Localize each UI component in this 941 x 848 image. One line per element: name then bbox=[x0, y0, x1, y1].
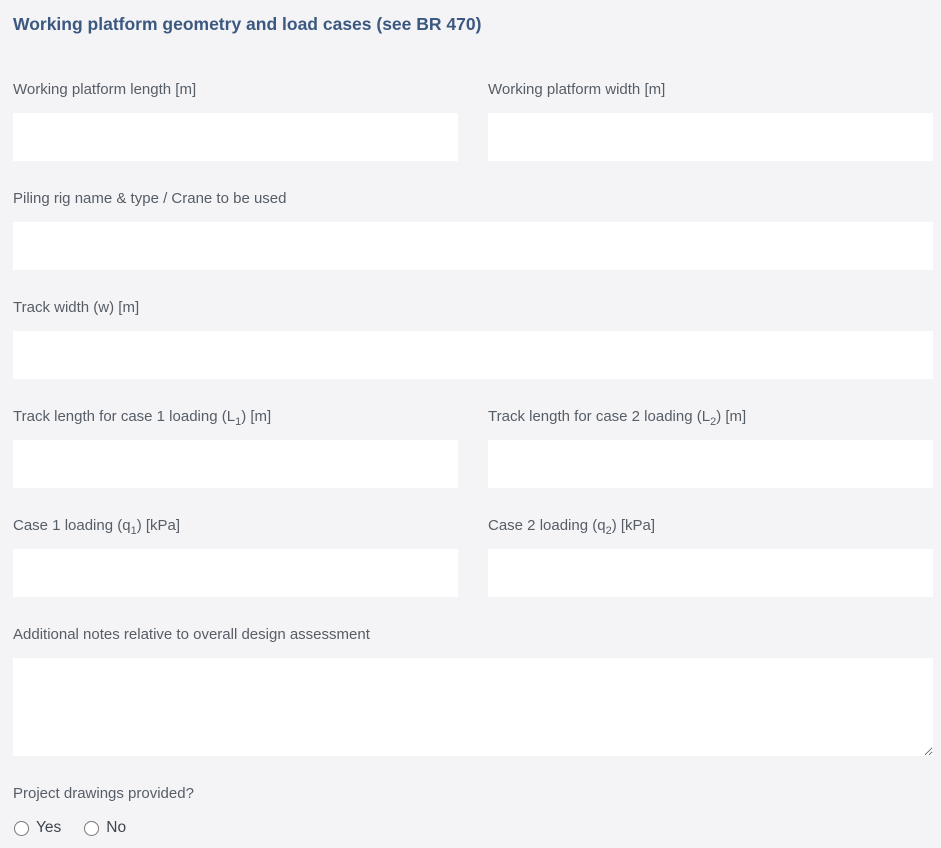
case-loading-row: Case 1 loading (q1) [kPa] Case 2 loading… bbox=[13, 516, 933, 597]
field-track-width: Track width (w) [m] bbox=[13, 298, 933, 379]
rig-or-crane-label: Piling rig name & type / Crane to be use… bbox=[13, 190, 287, 207]
track-length-case1-label: Track length for case 1 loading (L1) [m] bbox=[13, 408, 272, 428]
field-drawings-provided: Project drawings provided? Yes No bbox=[13, 784, 933, 837]
drawings-provided-yes-label: Yes bbox=[36, 819, 62, 836]
case2-loading-label: Case 2 loading (q2) [kPa] bbox=[488, 517, 656, 537]
platform-length-label: Working platform length [m] bbox=[13, 81, 197, 98]
rig-or-crane-input[interactable] bbox=[13, 222, 933, 270]
drawings-provided-option-yes[interactable]: Yes bbox=[13, 819, 61, 837]
track-length-case1-input[interactable] bbox=[13, 440, 458, 488]
section-title: Working platform geometry and load cases… bbox=[13, 14, 482, 34]
case2-loading-input[interactable] bbox=[488, 549, 933, 597]
platform-dimensions-row: Working platform length [m] Working plat… bbox=[13, 80, 933, 161]
field-track-length-case1: Track length for case 1 loading (L1) [m] bbox=[13, 407, 458, 488]
drawings-provided-yes-radio[interactable] bbox=[14, 820, 29, 836]
track-width-input[interactable] bbox=[13, 331, 933, 379]
platform-length-input[interactable] bbox=[13, 113, 458, 161]
track-length-row: Track length for case 1 loading (L1) [m]… bbox=[13, 407, 933, 488]
field-platform-width: Working platform width [m] bbox=[488, 80, 933, 161]
field-case2-loading: Case 2 loading (q2) [kPa] bbox=[488, 516, 933, 597]
track-length-case2-label: Track length for case 2 loading (L2) [m] bbox=[488, 408, 747, 428]
track-length-case2-input[interactable] bbox=[488, 440, 933, 488]
drawings-provided-option-no[interactable]: No bbox=[83, 819, 126, 837]
drawings-provided-options: Yes No bbox=[13, 819, 933, 837]
track-width-label: Track width (w) [m] bbox=[13, 299, 140, 316]
drawings-provided-no-label: No bbox=[106, 819, 127, 836]
field-rig-or-crane: Piling rig name & type / Crane to be use… bbox=[13, 189, 933, 270]
platform-width-label: Working platform width [m] bbox=[488, 81, 666, 98]
field-additional-notes: Additional notes relative to overall des… bbox=[13, 625, 933, 756]
case1-loading-label: Case 1 loading (q1) [kPa] bbox=[13, 517, 181, 537]
platform-width-input[interactable] bbox=[488, 113, 933, 161]
additional-notes-textarea[interactable] bbox=[13, 658, 933, 756]
additional-notes-label: Additional notes relative to overall des… bbox=[13, 626, 370, 643]
field-track-length-case2: Track length for case 2 loading (L2) [m] bbox=[488, 407, 933, 488]
case1-loading-input[interactable] bbox=[13, 549, 458, 597]
field-case1-loading: Case 1 loading (q1) [kPa] bbox=[13, 516, 458, 597]
drawings-provided-label: Project drawings provided? bbox=[13, 785, 194, 802]
field-platform-length: Working platform length [m] bbox=[13, 80, 458, 161]
drawings-provided-no-radio[interactable] bbox=[84, 820, 100, 836]
